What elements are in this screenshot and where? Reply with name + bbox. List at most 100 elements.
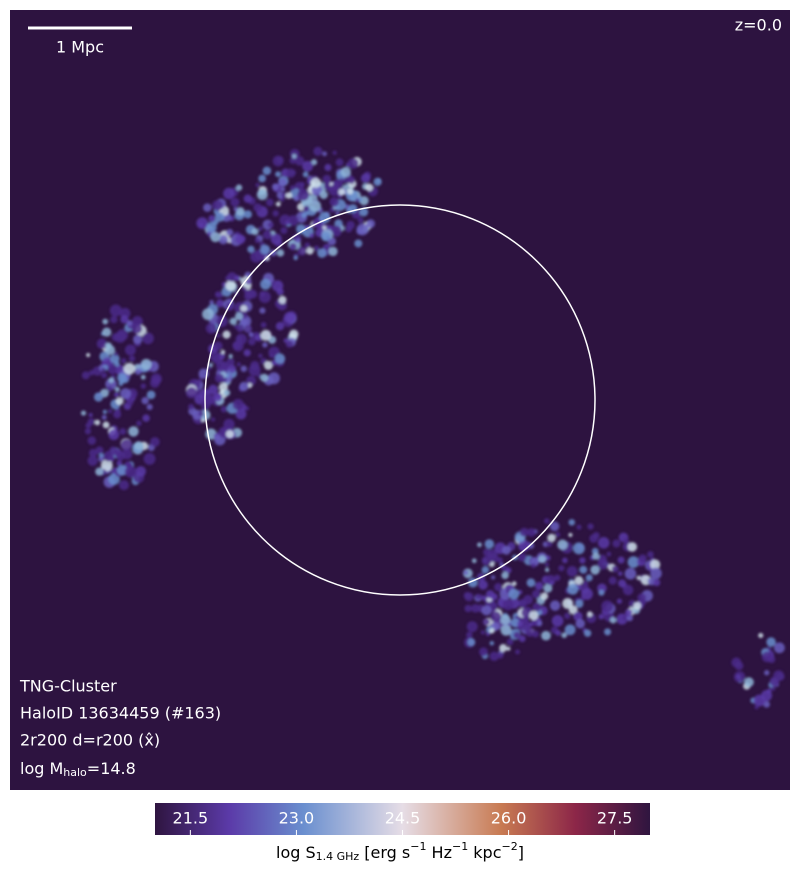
emission-blob — [120, 315, 129, 324]
emission-blob — [255, 182, 260, 188]
emission-blob — [258, 174, 267, 183]
emission-blob — [356, 223, 369, 236]
emission-blob — [285, 340, 294, 348]
emission-blob — [251, 227, 259, 236]
emission-blob — [120, 388, 131, 399]
emission-blob — [239, 381, 249, 392]
emission-blob — [276, 191, 284, 199]
emission-blob — [198, 411, 204, 417]
emission-blob — [216, 360, 228, 372]
emission-blob — [131, 323, 143, 334]
emission-blob — [582, 580, 589, 587]
emission-blob — [248, 364, 261, 377]
emission-blob — [581, 588, 593, 600]
emission-blob — [276, 249, 285, 257]
emission-blob — [263, 360, 273, 370]
emission-blob — [531, 563, 536, 569]
emission-blob — [573, 611, 583, 622]
emission-blob — [143, 452, 156, 465]
image-background — [10, 10, 790, 790]
emission-blob — [623, 538, 629, 544]
emission-blob — [505, 567, 512, 574]
emission-blob — [142, 332, 154, 345]
info-line: TNG-Cluster — [19, 677, 117, 696]
emission-blob — [650, 567, 662, 580]
emission-blob — [536, 620, 543, 627]
emission-blob — [128, 355, 136, 362]
emission-blob — [549, 521, 560, 532]
emission-blob — [114, 407, 121, 414]
emission-blob — [95, 467, 104, 476]
emission-blob — [134, 441, 144, 451]
emission-blob — [345, 225, 353, 233]
emission-blob — [247, 245, 255, 254]
emission-blob — [306, 247, 314, 255]
emission-blob — [506, 646, 511, 651]
emission-blob — [240, 365, 248, 372]
emission-blob — [260, 244, 271, 255]
emission-blob — [338, 188, 346, 196]
emission-blob — [489, 627, 495, 634]
emission-blob — [564, 624, 576, 636]
emission-blob — [479, 647, 488, 657]
emission-blob — [115, 397, 124, 406]
emission-blob — [319, 190, 328, 200]
emission-blob — [142, 414, 150, 422]
emission-blob — [233, 207, 238, 212]
emission-blob — [211, 417, 216, 422]
emission-blob — [310, 177, 322, 189]
emission-blob — [650, 559, 661, 570]
emission-blob — [232, 398, 244, 411]
emission-blob — [240, 304, 248, 313]
emission-blob — [562, 557, 568, 564]
emission-blob — [592, 532, 600, 539]
emission-blob — [218, 235, 228, 245]
emission-blob — [528, 610, 539, 621]
emission-blob — [758, 632, 764, 639]
emission-blob — [108, 429, 120, 441]
emission-blob — [500, 614, 511, 625]
emission-blob — [330, 225, 342, 237]
emission-blob — [506, 638, 514, 646]
emission-blob — [478, 580, 488, 590]
emission-blob — [244, 292, 253, 301]
emission-blob — [489, 651, 499, 662]
emission-blob — [568, 519, 576, 526]
colorbar-tick-label: 21.5 — [173, 809, 209, 828]
emission-blob — [120, 439, 133, 451]
emission-blob — [543, 583, 553, 593]
colorbar-label: log S1.4 GHz [erg s−1 Hz−1 kpc−2] — [276, 840, 524, 863]
emission-blob — [466, 621, 478, 633]
emission-blob — [480, 630, 486, 635]
emission-blob — [519, 600, 526, 607]
emission-blob — [260, 373, 269, 382]
emission-blob — [622, 584, 634, 596]
emission-blob — [543, 518, 550, 524]
emission-blob — [98, 456, 104, 462]
emission-blob — [230, 197, 240, 207]
emission-blob — [140, 374, 146, 380]
emission-blob — [285, 192, 293, 199]
emission-blob — [185, 387, 197, 399]
emission-blob — [116, 460, 123, 467]
emission-blob — [260, 278, 271, 290]
emission-blob — [555, 531, 561, 538]
emission-blob — [519, 527, 529, 537]
emission-blob — [113, 351, 118, 357]
emission-blob — [223, 389, 231, 397]
emission-blob — [124, 465, 137, 478]
emission-blob — [123, 362, 136, 375]
emission-blob — [318, 211, 331, 224]
emission-blob — [240, 318, 248, 326]
emission-blob — [531, 589, 541, 599]
emission-blob — [564, 612, 571, 620]
emission-blob — [471, 604, 480, 613]
emission-blob — [547, 533, 556, 543]
emission-blob — [84, 428, 92, 435]
emission-blob — [527, 528, 536, 537]
emission-blob — [280, 227, 288, 234]
emission-blob — [108, 377, 115, 384]
emission-blob — [365, 183, 374, 192]
emission-blob — [109, 304, 122, 317]
